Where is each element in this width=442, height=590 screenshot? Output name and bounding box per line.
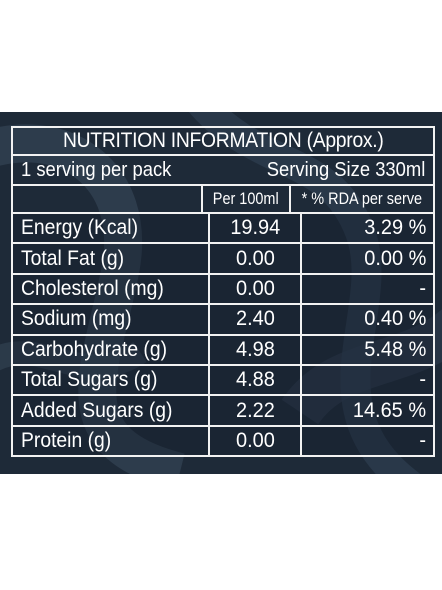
rda-value: -: [300, 365, 433, 395]
nutrition-table: NUTRITION INFORMATION (Approx.) 1 servin…: [11, 126, 435, 458]
table-row: Carbohydrate (g) 4.98 5.48 %: [13, 333, 433, 364]
per-100-value: 0.00: [208, 426, 300, 456]
rda-value: 14.65 %: [300, 396, 433, 425]
table-title: NUTRITION INFORMATION (Approx.): [62, 129, 384, 152]
per-100-value: 19.94: [208, 214, 300, 243]
table-row: Cholesterol (mg) 0.00 -: [13, 272, 433, 304]
nutrient-name: Sodium (mg): [21, 307, 132, 331]
nutrient-name: Protein (g): [21, 428, 112, 452]
serving-size: Serving Size 330ml: [266, 158, 425, 181]
per-100-value: 4.88: [208, 365, 300, 395]
per-100-value: 2.22: [208, 396, 300, 425]
table-row: Protein (g) 0.00 -: [13, 424, 433, 456]
header-per-100: Per 100ml: [200, 186, 290, 212]
header-blank-cell: [13, 186, 201, 212]
nutrient-name: Total Fat (g): [21, 246, 125, 270]
rda-value: -: [300, 426, 433, 456]
table-title-row: NUTRITION INFORMATION (Approx.): [13, 128, 433, 154]
table-row: Added Sugars (g) 2.22 14.65 %: [13, 394, 433, 425]
table-row: Energy (Kcal) 19.94 3.29 %: [13, 212, 433, 243]
per-100-value: 0.00: [208, 274, 300, 304]
servings-per-pack: 1 serving per pack: [21, 158, 172, 181]
nutrient-name: Added Sugars (g): [21, 398, 173, 422]
per-100-value: 2.40: [208, 305, 300, 334]
rda-value: 5.48 %: [300, 335, 433, 364]
nutrient-name: Total Sugars (g): [21, 368, 158, 392]
rda-value: 0.40 %: [300, 305, 433, 334]
nutrition-label-panel: NUTRITION INFORMATION (Approx.) 1 servin…: [0, 112, 442, 474]
per-100-value: 4.98: [208, 335, 300, 364]
rda-value: -: [300, 274, 433, 304]
serving-row: 1 serving per pack Serving Size 330ml: [13, 154, 433, 184]
table-row: Total Sugars (g) 4.88 -: [13, 363, 433, 395]
nutrient-name: Carbohydrate (g): [21, 337, 168, 361]
rda-value: 3.29 %: [300, 214, 433, 243]
column-header-row: Per 100ml * % RDA per serve: [13, 184, 433, 212]
header-rda: * % RDA per serve: [289, 186, 433, 212]
table-row: Sodium (mg) 2.40 0.40 %: [13, 303, 433, 334]
nutrient-name: Energy (Kcal): [21, 216, 139, 240]
nutrient-name: Cholesterol (mg): [21, 276, 164, 300]
table-row: Total Fat (g) 0.00 0.00 %: [13, 242, 433, 273]
rda-value: 0.00 %: [300, 244, 433, 273]
per-100-value: 0.00: [208, 244, 300, 273]
